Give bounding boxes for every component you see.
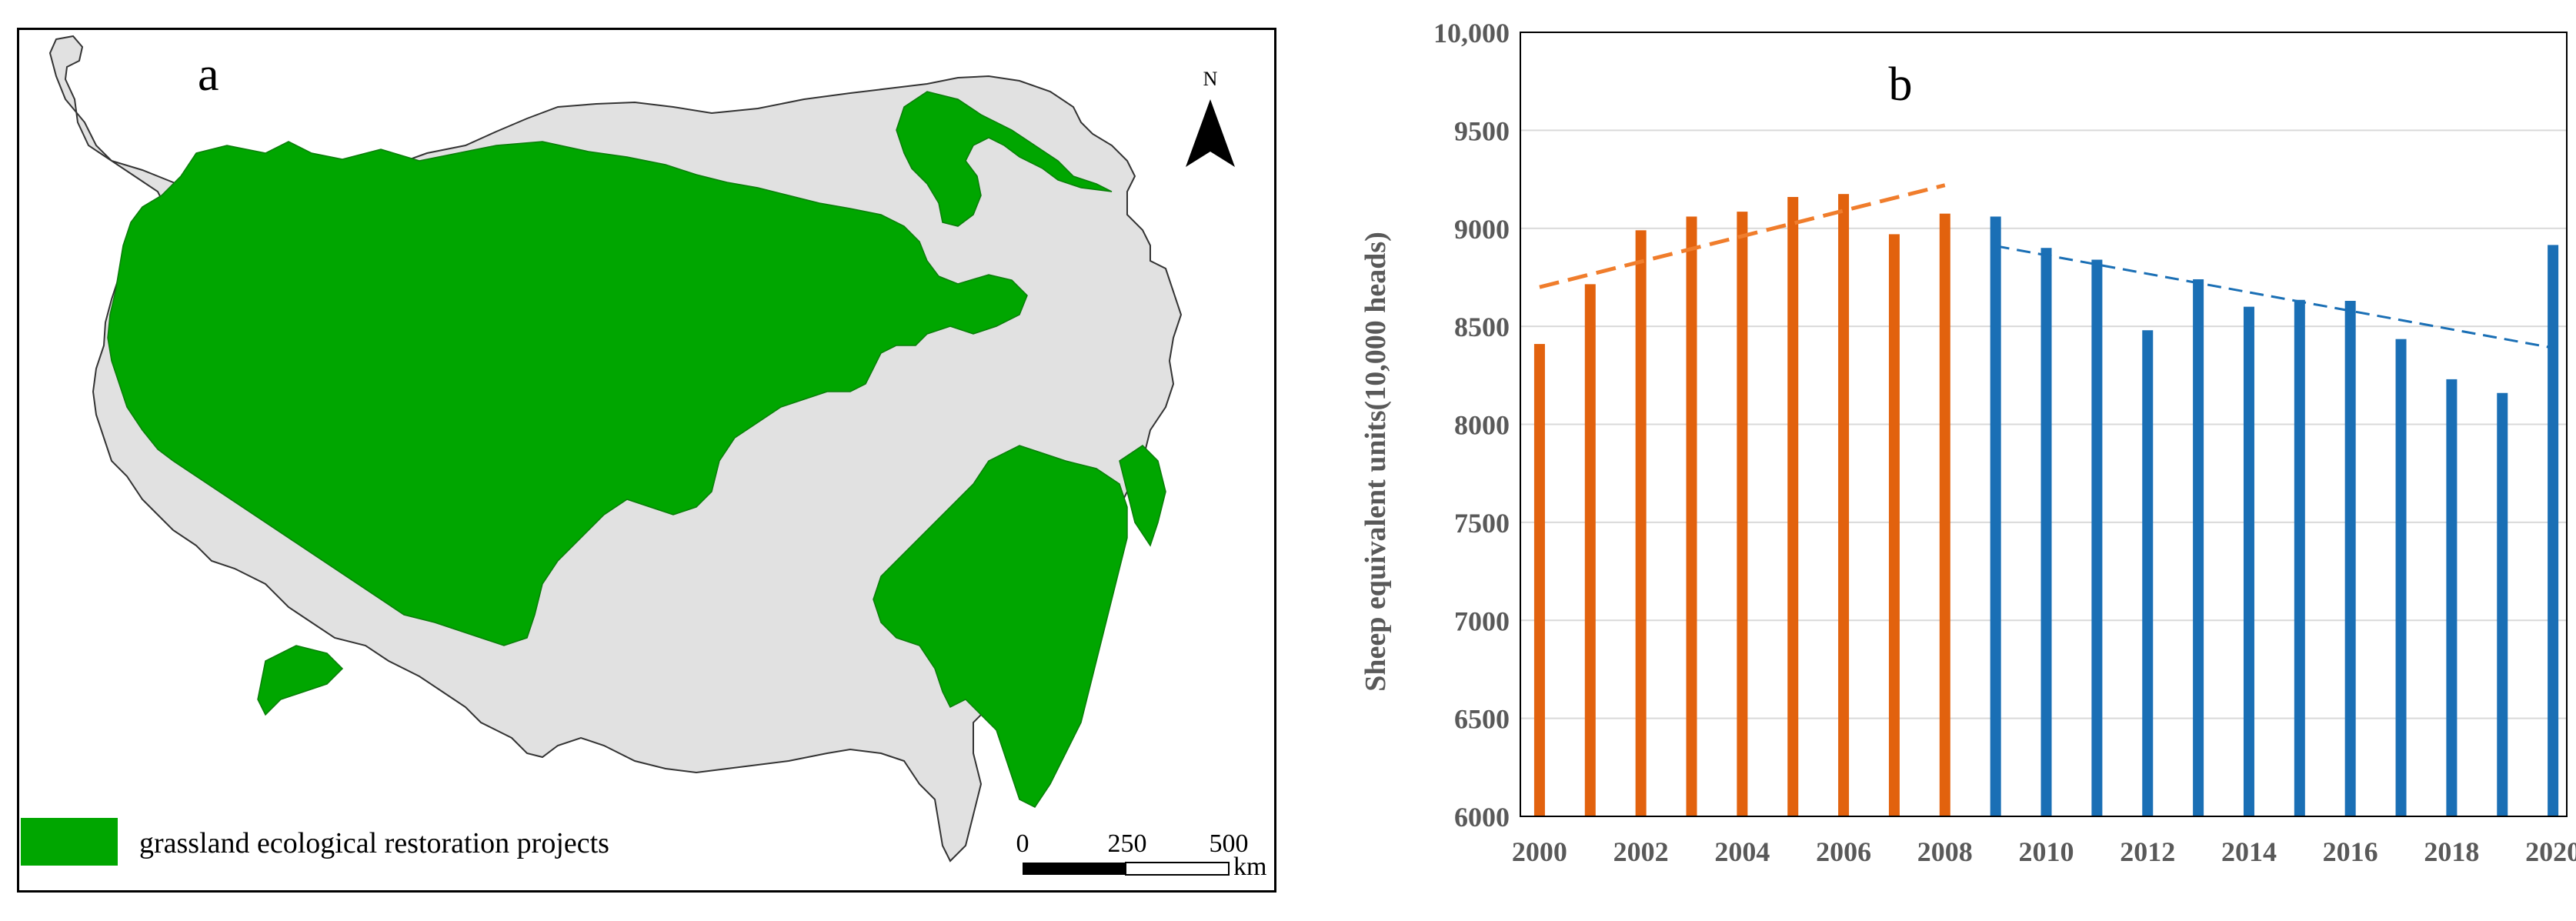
- bar-2010: [2040, 248, 2052, 817]
- scale-tick-250: 250: [1108, 829, 1147, 858]
- map-canvas: a N grassland ecological restoration pro…: [21, 35, 1267, 881]
- bar-2008: [1939, 213, 1950, 816]
- project-area-west: [107, 141, 1028, 646]
- bar-2005: [1787, 196, 1799, 817]
- y-tick-label: 10,000: [1433, 18, 1510, 48]
- legend-swatch: [21, 818, 118, 866]
- bar-chart: 6000 6500 7000 7500 8000 8500 9000 9500 10,000 20…: [1360, 18, 2576, 867]
- y-tick-label: 7000: [1454, 606, 1510, 636]
- y-tick-label: 8500: [1454, 312, 1510, 342]
- y-tick-label: 6000: [1454, 802, 1510, 833]
- scale-bar: 0 250 500 km: [1016, 829, 1267, 881]
- x-tick-label: 2014: [2221, 836, 2277, 867]
- x-tick-label: 2006: [1816, 836, 1871, 867]
- north-label: N: [1203, 68, 1218, 90]
- bar-2015: [2294, 299, 2305, 816]
- bar-2013: [2193, 279, 2204, 816]
- trend-line-series-2: [1995, 245, 2554, 349]
- y-tick-label: 7500: [1454, 508, 1510, 539]
- bar-2020: [2548, 245, 2559, 816]
- x-tick-label: 2016: [2323, 836, 2378, 867]
- scale-tick-0: 0: [1016, 829, 1029, 858]
- axes: 6000 6500 7000 7500 8000 8500 9000 9500 10,000 20…: [1433, 18, 2576, 867]
- panel-a-label: a: [198, 48, 219, 101]
- project-area-northeast: [896, 91, 1113, 227]
- bar-2019: [2497, 392, 2508, 816]
- y-tick-label: 6500: [1454, 704, 1510, 735]
- x-tick-label: 2010: [2019, 836, 2074, 867]
- x-tick-label: 2008: [1917, 836, 1973, 867]
- bar-2006: [1838, 194, 1850, 816]
- trend-lines: [1539, 183, 2554, 349]
- north-arrow-icon: N: [1186, 68, 1235, 167]
- bar-2016: [2344, 301, 2356, 816]
- x-tick-label: 2002: [1613, 836, 1669, 867]
- scale-tick-500: 500: [1210, 829, 1249, 858]
- x-tick-label: 2020: [2525, 836, 2576, 867]
- bar-2002: [1635, 230, 1647, 816]
- map-panel: a N grassland ecological restoration pro…: [17, 28, 1276, 893]
- bar-2000: [1533, 344, 1545, 816]
- y-tick-label: 9500: [1454, 115, 1510, 146]
- x-tick-label: 2018: [2424, 836, 2479, 867]
- bar-2012: [2142, 330, 2154, 817]
- bar-2009: [1990, 216, 2001, 817]
- bar-series: [1533, 194, 2559, 817]
- bar-2003: [1686, 216, 1697, 817]
- project-area-south: [257, 645, 344, 716]
- project-area-east-edge: [1119, 445, 1166, 547]
- x-tick-label: 2000: [1512, 836, 1567, 867]
- bar-2001: [1584, 284, 1596, 816]
- legend-label: grassland ecological restoration project…: [139, 827, 609, 859]
- scale-unit: km: [1233, 853, 1266, 881]
- x-tick-label: 2012: [2120, 836, 2175, 867]
- bar-2018: [2446, 379, 2458, 817]
- bar-2014: [2243, 306, 2254, 816]
- chart-panel: 6000 6500 7000 7500 8000 8500 9000 9500 10,000 20…: [1308, 0, 2576, 917]
- map-legend: grassland ecological restoration project…: [21, 818, 609, 866]
- bar-2017: [2395, 339, 2407, 817]
- panel-b-label: b: [1889, 58, 1913, 111]
- y-tick-label: 8000: [1454, 410, 1510, 441]
- y-axis-label: Sheep equivalent units(10,000 heads): [1360, 232, 1392, 692]
- x-tick-label: 2004: [1714, 836, 1770, 867]
- bar-2004: [1737, 212, 1748, 816]
- project-area-southeast: [873, 445, 1128, 808]
- trend-line-series-1: [1539, 183, 1946, 289]
- bar-2011: [2091, 259, 2103, 816]
- y-tick-label: 9000: [1454, 214, 1510, 245]
- plot-frame: [1520, 32, 2568, 817]
- bar-2007: [1888, 234, 1900, 817]
